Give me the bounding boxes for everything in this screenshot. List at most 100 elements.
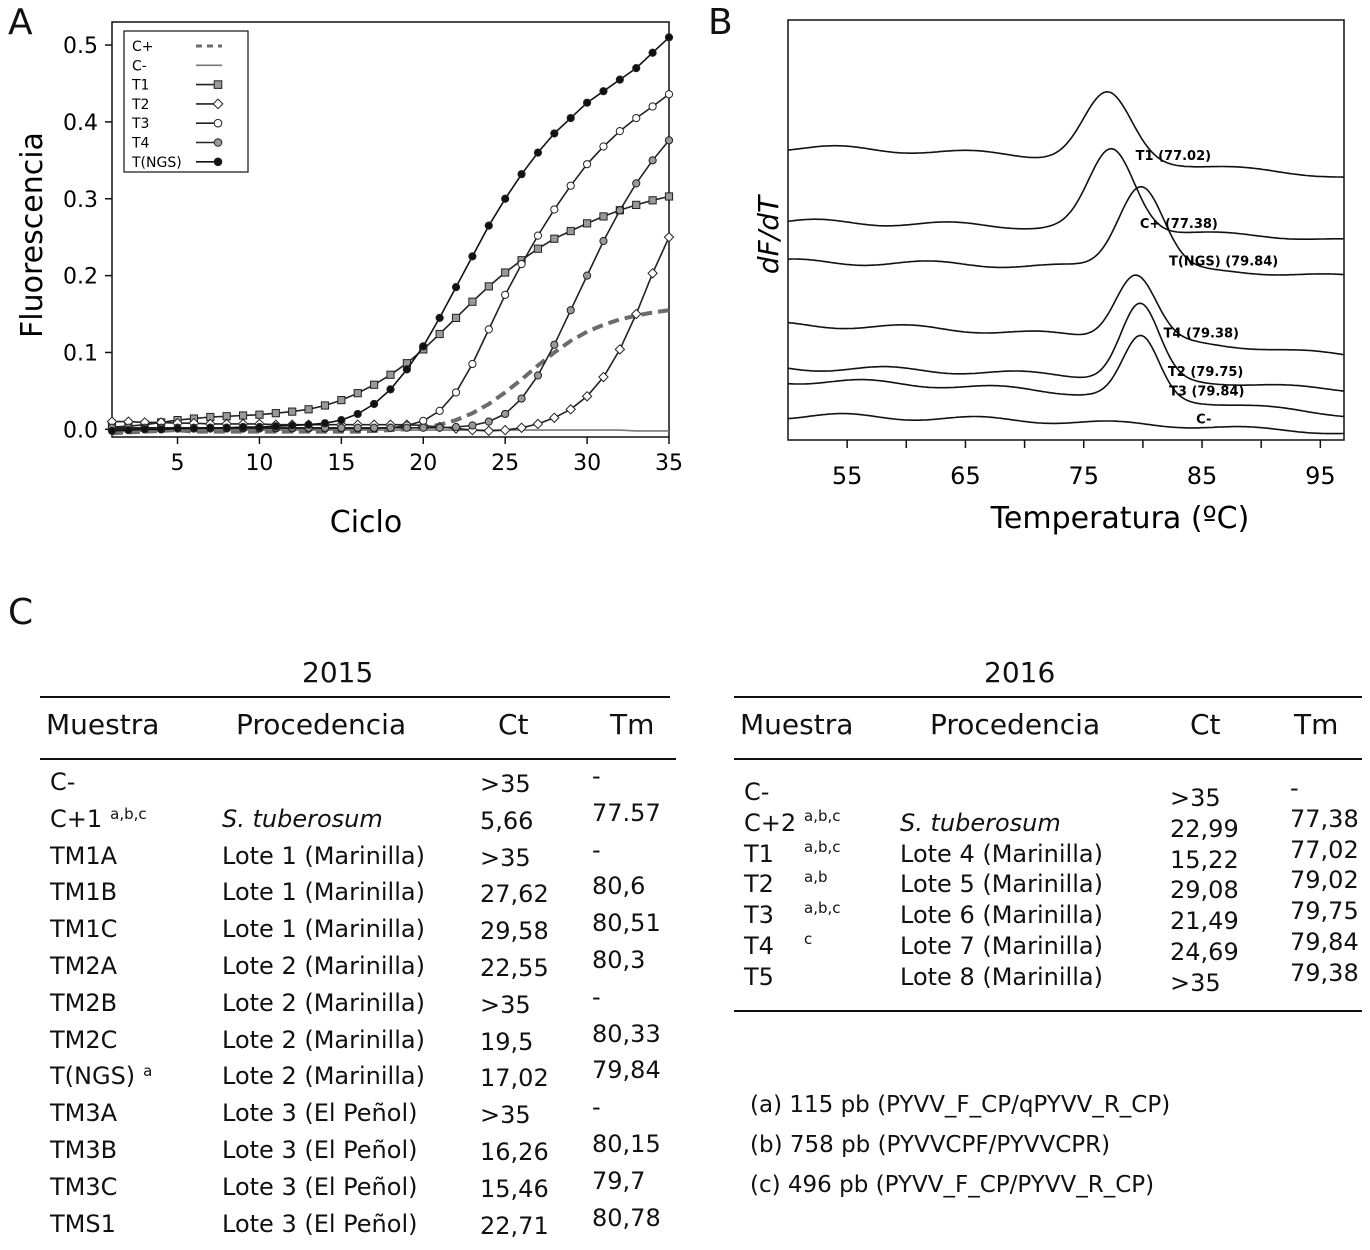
data-point (664, 33, 674, 42)
table-cell-tm: 79,75 (1290, 897, 1359, 926)
data-point (484, 417, 493, 426)
header-tm: Tm (1294, 708, 1339, 741)
table-cell-ct: 29,58 (480, 917, 549, 946)
sample-name: TM1B (50, 878, 118, 907)
table-cell-sample: TM3A (50, 1099, 117, 1127)
peak-label: T1 (77.02) (1136, 149, 1211, 164)
table-cell-tm: - (1290, 774, 1299, 802)
data-point (615, 206, 624, 215)
sample-name: T1 (744, 839, 774, 868)
data-point (419, 423, 428, 432)
melt-curve (787, 185, 1345, 276)
footnote-a: (a) 115 pb (PYVV_F_CP/qPYVV_R_CP) (750, 1092, 1171, 1118)
table-cell-sample: C+1 a,b,c (50, 805, 147, 833)
data-point (189, 424, 199, 433)
data-point (468, 252, 477, 261)
header-ct: Ct (498, 708, 529, 741)
legend-marker (212, 98, 224, 110)
table-cell-origin: S. tuberosum (900, 808, 1061, 837)
table-cell-sample: T4 c (744, 930, 812, 960)
legend-label: T(NGS) (131, 155, 182, 171)
legend-marker (213, 138, 223, 147)
data-point (517, 170, 526, 179)
table-cell-tm: - (592, 835, 601, 864)
peak-label: C+ (77.38) (1140, 217, 1218, 232)
data-point (549, 412, 560, 424)
table-cell-origin: Lote 4 (Marinilla) (900, 839, 1103, 868)
data-point (532, 418, 544, 430)
data-point (581, 390, 593, 402)
melt-curve (787, 147, 1344, 240)
data-point (304, 405, 313, 414)
data-point (271, 422, 280, 431)
table-cell-ct: 22,99 (1170, 814, 1239, 843)
data-point (402, 365, 411, 374)
data-point (304, 420, 313, 429)
legend-label: C- (132, 58, 147, 74)
header-ct: Ct (1190, 708, 1221, 741)
table-cell-sample: TMS1 (50, 1210, 116, 1238)
data-point (124, 425, 133, 435)
data-point (402, 423, 411, 432)
data-point (632, 179, 641, 188)
x-tick-label: 95 (1305, 462, 1336, 490)
data-point (565, 404, 577, 415)
data-point (238, 411, 248, 420)
table-cell-sample: TM2C (50, 1026, 117, 1054)
table-cell-tm: 79,02 (1290, 866, 1359, 895)
x-tick-label: 30 (573, 451, 601, 476)
table-cell-ct: >35 (480, 770, 531, 798)
data-point (501, 194, 510, 203)
y-tick-label: 0.4 (63, 111, 98, 136)
melt-curve-line (787, 274, 1345, 356)
data-point (632, 200, 641, 210)
data-point (468, 421, 477, 430)
data-point (271, 409, 280, 418)
x-tick-label: 75 (1068, 462, 1099, 490)
data-point (599, 212, 608, 221)
legend-label: T3 (131, 116, 149, 132)
data-point (435, 329, 444, 339)
legend-box (123, 30, 249, 173)
data-point (517, 259, 526, 269)
sample-superscript: a,b,c (804, 899, 841, 918)
data-point (451, 313, 461, 322)
data-point (614, 344, 626, 355)
data-point (599, 87, 608, 96)
table-cell-ct: 16,26 (480, 1138, 549, 1166)
table-cell-ct: 5,66 (480, 806, 534, 835)
melt-curve (787, 334, 1345, 418)
x-tick-label: 85 (1187, 462, 1218, 490)
x-tick-label: 25 (491, 451, 519, 476)
data-point (206, 423, 215, 432)
x-tick-label: 20 (409, 451, 437, 476)
sample-name: TMS1 (50, 1209, 116, 1238)
data-point (386, 385, 395, 394)
series-line (112, 139, 670, 429)
data-point (566, 226, 575, 236)
table-cell-ct: 19,5 (480, 1027, 534, 1056)
data-point (647, 267, 658, 279)
data-point (516, 422, 527, 434)
table-cell-origin: S. tuberosum (222, 804, 383, 833)
table-cell-tm: 77,38 (1290, 804, 1359, 833)
data-point (255, 422, 264, 432)
header-origin: Procedencia (930, 708, 1101, 741)
y-axis-label: dF/dT (752, 194, 785, 274)
top-rule (734, 696, 1362, 698)
data-point (107, 426, 117, 435)
table-cell-origin: Lote 8 (Marinilla) (900, 962, 1103, 991)
table-cell-tm: 80,15 (592, 1130, 661, 1158)
table-cell-origin: Lote 6 (Marinilla) (900, 901, 1103, 930)
data-point (337, 396, 346, 405)
legend-label: T4 (131, 136, 150, 152)
data-point (566, 113, 575, 123)
sample-name: C- (50, 768, 76, 796)
melt-curve-line (787, 302, 1345, 392)
data-point (664, 136, 674, 145)
data-point (648, 156, 657, 165)
data-point (435, 406, 444, 415)
peak-label: T4 (79.38) (1164, 327, 1239, 342)
sample-name: TM2A (50, 952, 118, 980)
table-cell-origin: Lote 2 (Marinilla) (222, 952, 425, 980)
